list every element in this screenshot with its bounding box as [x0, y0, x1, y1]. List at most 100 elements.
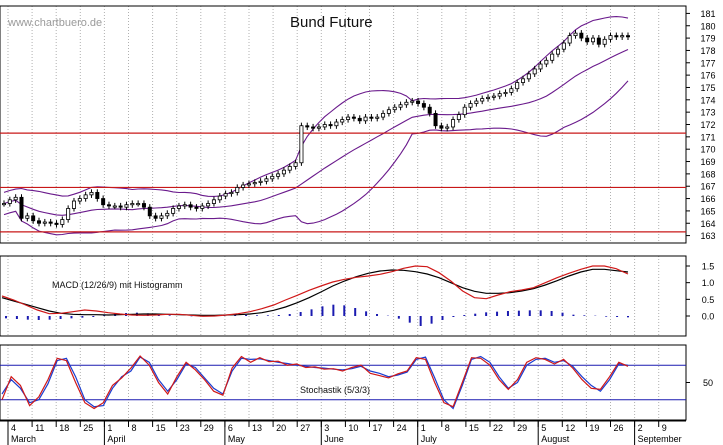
candle-body [591, 37, 596, 43]
candle-body [579, 32, 584, 39]
price-axis-tick-label: 166 [700, 194, 715, 204]
candle-body [235, 187, 240, 193]
candle-body [293, 162, 298, 167]
x-tick-label: 15 [156, 423, 166, 433]
price-axis-tick-label: 168 [700, 169, 715, 179]
candle-body [287, 166, 292, 171]
candle-body [182, 204, 187, 207]
candle-body [532, 68, 537, 75]
price-axis-tick-label: 164 [700, 219, 715, 229]
bollinger-lower-band [3, 80, 629, 236]
candle-body [241, 184, 246, 188]
candle-body [112, 205, 117, 208]
candle-body [486, 96, 491, 99]
macd-axis-tick-label: 0.5 [702, 295, 715, 305]
candle-body [386, 109, 391, 114]
candle-body [89, 191, 94, 196]
candle-body [614, 35, 619, 38]
candle-body [585, 37, 590, 43]
candle-body [19, 196, 24, 219]
candle-body [264, 178, 269, 182]
candle-body [334, 121, 339, 127]
price-axis-tick-label: 163 [700, 231, 715, 241]
candle-body [538, 63, 543, 70]
stochastic-d-line [1, 355, 629, 410]
x-tick-label: 26 [614, 423, 624, 433]
month-label: June [324, 434, 344, 444]
x-tick-label: 3 [324, 423, 329, 433]
candle-body [206, 203, 211, 207]
price-axis-tick-label: 179 [700, 34, 715, 44]
price-axis-tick-label: 169 [700, 157, 715, 167]
candle-body [7, 199, 12, 204]
x-tick-label: 23 [180, 423, 190, 433]
x-tick-label: 25 [83, 423, 93, 433]
x-tick-label: 20 [276, 423, 286, 433]
x-tick-label: 24 [397, 423, 407, 433]
x-tick-label: 15 [469, 423, 479, 433]
candle-body [346, 116, 351, 120]
candle-body [171, 208, 176, 214]
x-tick-label: 12 [565, 423, 575, 433]
candle-body [246, 183, 251, 186]
candle-body [451, 119, 456, 128]
candle-body [159, 215, 164, 219]
price-axis-tick-label: 171 [700, 132, 715, 142]
x-tick-label: 22 [493, 423, 503, 433]
macd-axis-tick-label: 0.0 [702, 312, 715, 322]
candle-body [556, 48, 561, 55]
candle-body [567, 35, 572, 44]
candle-body [13, 196, 18, 201]
candle-body [270, 175, 275, 180]
candle-body [141, 203, 146, 208]
candle-body [439, 125, 444, 129]
candle-body [25, 215, 30, 219]
candle-body [258, 180, 263, 183]
month-label: April [107, 434, 125, 444]
candle-body [31, 215, 36, 222]
vertical-gridlines [7, 6, 660, 420]
macd-panel-frame [0, 255, 687, 337]
candle-body [328, 124, 333, 127]
candle-body [357, 117, 362, 122]
x-axis: 4 11 18 25 1 8 15 23 29 6 13 20 27 3 10 17 24 1 8 15 22 29 5 12… [0, 420, 686, 445]
candle-body [83, 194, 88, 199]
x-tick-label: 17 [373, 423, 383, 433]
macd-panel [0, 255, 687, 337]
candle-body [305, 125, 310, 128]
x-tick-label: 1 [107, 423, 112, 433]
month-label: September [638, 434, 682, 444]
candle-body [48, 221, 53, 224]
candle-body [497, 93, 502, 97]
candle-body [316, 126, 321, 129]
candle-body [491, 95, 496, 98]
candle-body [153, 215, 158, 219]
candle-body [42, 221, 47, 224]
candle-body [526, 73, 531, 80]
candle-body [573, 32, 578, 37]
candle-body [36, 220, 41, 224]
candle-body [375, 116, 380, 119]
candle-body [147, 206, 152, 217]
candle-body [124, 204, 129, 208]
price-axis-tick-label: 167 [700, 182, 715, 192]
candle-body [101, 198, 106, 206]
candle-body [392, 106, 397, 111]
month-label: July [421, 434, 438, 444]
candle-body [66, 208, 71, 220]
stochastic-axis-tick-label: 50 [703, 378, 713, 388]
price-axis-tick-label: 178 [700, 46, 715, 56]
x-tick-label: 11 [35, 423, 44, 433]
price-axis-tick-label: 174 [700, 95, 715, 105]
candle-body [626, 35, 631, 38]
candle-body [106, 204, 111, 207]
candle-body [410, 100, 415, 103]
price-axis-tick-label: 172 [700, 120, 715, 130]
x-tick-label: 4 [11, 423, 16, 433]
candle-body [509, 88, 514, 93]
price-axis-tick-label: 180 [700, 21, 715, 31]
watermark: www.chartbuero.de [7, 17, 102, 29]
candle-body [515, 82, 520, 90]
candle-body [95, 191, 100, 199]
